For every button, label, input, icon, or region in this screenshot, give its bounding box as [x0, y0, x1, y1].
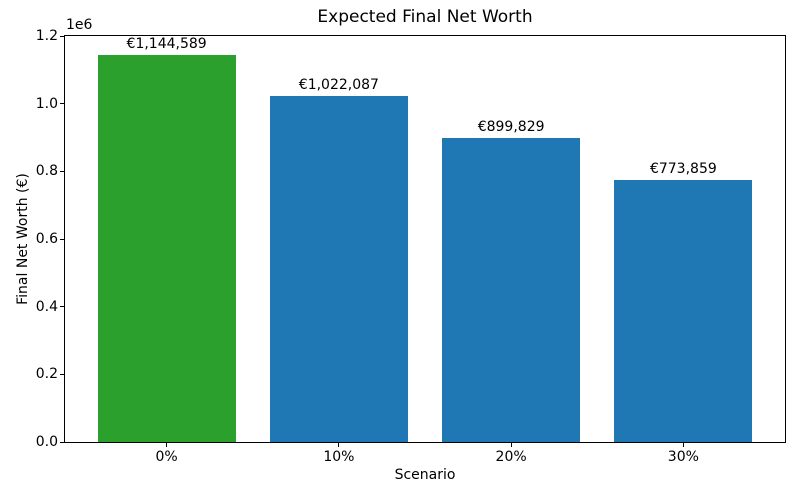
x-tick-label: 30% [667, 449, 699, 465]
x-tick-label: 10% [323, 449, 355, 465]
y-tick-mark [60, 373, 65, 375]
y-tick-label: 0.6 [35, 231, 58, 247]
y-tick-mark [60, 103, 65, 105]
y-tick-label: 0.2 [35, 366, 58, 383]
y-axis-offset-text: 1e6 [66, 17, 93, 33]
bar-value-label: €1,022,087 [298, 77, 379, 94]
x-axis-label: Scenario [394, 467, 456, 483]
bar [269, 96, 408, 442]
y-tick-label: 0.4 [35, 298, 58, 315]
y-tick-label: 1.2 [35, 28, 58, 44]
x-tick-mark [166, 443, 168, 447]
y-tick-mark [60, 441, 65, 443]
x-tick-mark [682, 443, 684, 447]
bar-value-label: €773,859 [649, 161, 717, 178]
y-tick-label: 1.0 [35, 95, 58, 112]
y-tick-label: 0.0 [35, 434, 58, 450]
y-tick-mark [60, 35, 65, 37]
bar-value-label: €899,829 [477, 118, 545, 135]
y-tick-label: 0.8 [35, 163, 58, 180]
bar [614, 180, 753, 442]
bar [97, 54, 236, 442]
x-tick-label: 0% [155, 449, 178, 465]
y-tick-mark [60, 306, 65, 308]
bar-value-label: €1,144,589 [126, 35, 207, 52]
chart-title: Expected Final Net Worth [317, 7, 533, 27]
x-tick-mark [338, 443, 340, 447]
x-tick-label: 20% [495, 449, 527, 465]
y-tick-mark [60, 170, 65, 172]
bar [442, 137, 581, 442]
y-tick-mark [60, 238, 65, 240]
x-tick-mark [510, 443, 512, 447]
